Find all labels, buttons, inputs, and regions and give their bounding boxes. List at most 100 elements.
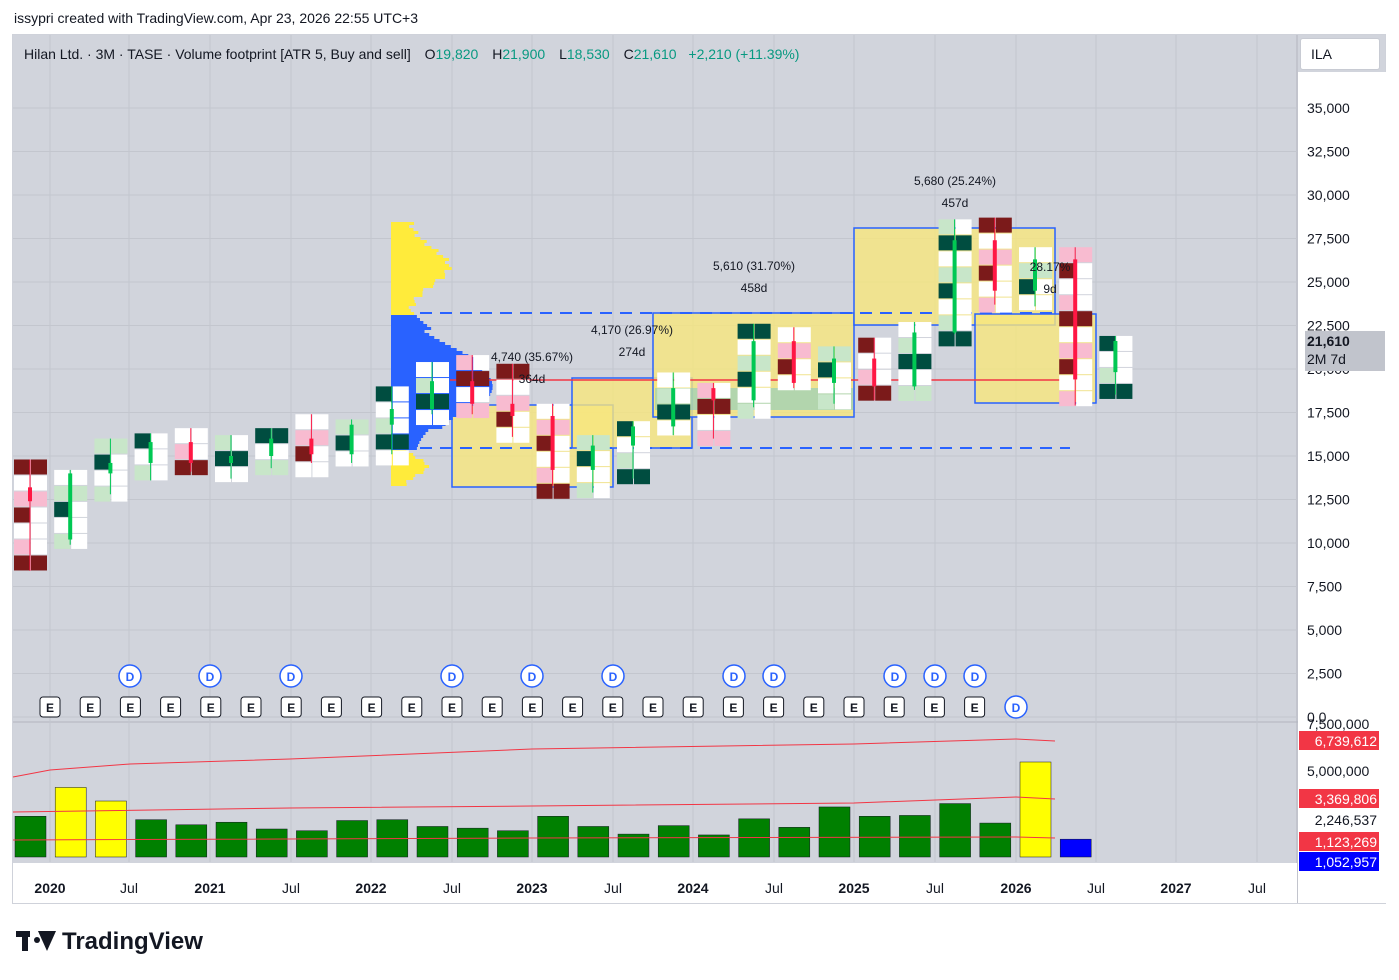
footprint-cell xyxy=(111,470,128,486)
footprint-cell xyxy=(938,299,955,315)
footprint-cell xyxy=(617,437,633,453)
footprint-cell xyxy=(496,411,513,427)
footprint-cell xyxy=(978,281,995,297)
earnings-marker-label: E xyxy=(46,701,54,715)
candle-body xyxy=(148,442,153,463)
footprint-cell xyxy=(232,435,248,451)
dividend-marker-icon xyxy=(762,664,786,688)
footprint-cell xyxy=(1076,327,1093,343)
footprint-cell xyxy=(875,369,892,385)
footprint-cell xyxy=(858,353,875,369)
footprint-cell xyxy=(232,451,248,467)
footprint-cell xyxy=(1116,351,1133,367)
footprint-cell xyxy=(938,283,955,299)
dividend-marker-icon xyxy=(198,664,222,688)
footprint-cell xyxy=(134,449,151,465)
legend-open-label: O xyxy=(424,46,436,62)
footprint-cell xyxy=(1116,383,1133,399)
footprint-cell xyxy=(835,362,851,378)
volume-profile-bar xyxy=(391,240,427,243)
earnings-marker-label: E xyxy=(408,701,416,715)
footprint-cell xyxy=(54,469,71,485)
footprint-cell xyxy=(496,427,513,443)
footprint-cell xyxy=(1036,295,1052,311)
currency-button[interactable]: ILA xyxy=(1300,38,1380,70)
volume-upper-band xyxy=(12,738,1056,778)
footprint-cell xyxy=(617,421,633,437)
dividend-marker-icon xyxy=(279,664,303,688)
footprint-cell xyxy=(312,462,329,478)
footprint-cell xyxy=(295,462,312,478)
footprint-cell xyxy=(1099,351,1116,367)
volume-value-label: 6,739,612 xyxy=(1315,733,1377,749)
candle-body xyxy=(590,445,595,470)
footprint-cell xyxy=(31,539,47,555)
time-tick-label: Jul xyxy=(282,880,300,896)
footprint-cell xyxy=(71,501,88,517)
time-tick-label: 2020 xyxy=(34,880,65,896)
footprint-cell xyxy=(416,362,432,378)
earnings-marker-label: E xyxy=(689,701,697,715)
volume-profile-bar xyxy=(391,360,480,363)
volume-value-label: 1,052,957 xyxy=(1315,854,1377,870)
footprint-cell xyxy=(737,355,754,371)
earnings-marker-icon xyxy=(39,696,61,718)
footprint-cell xyxy=(1076,311,1093,327)
time-tick-label: 2022 xyxy=(355,880,386,896)
earnings-marker-icon xyxy=(923,696,945,718)
tradingview-logo-icon xyxy=(16,931,56,953)
volume-profile-bar xyxy=(391,309,411,312)
candle-body xyxy=(229,456,233,463)
volume-profile-bar xyxy=(391,258,449,261)
footprint-cell xyxy=(433,362,449,378)
volume-profile-bar xyxy=(391,408,465,411)
volume-profile-bar xyxy=(391,336,435,339)
footprint-cell xyxy=(1059,311,1076,327)
footprint-cell xyxy=(898,370,915,386)
legend-close-value: 21,610 xyxy=(633,46,677,62)
volume-bar xyxy=(95,800,127,858)
footprint-cell xyxy=(898,338,915,354)
footprint-cell xyxy=(1116,367,1133,383)
footprint-cell xyxy=(232,467,248,483)
footprint-cell xyxy=(978,297,995,313)
footprint-cell xyxy=(94,486,111,502)
volume-profile-bar xyxy=(391,480,407,483)
footprint-cell xyxy=(714,430,731,446)
volume-bar xyxy=(497,830,529,858)
footprint-cell xyxy=(151,433,168,449)
footprint-cell xyxy=(94,454,111,470)
footprint-cell xyxy=(657,404,674,420)
dividend-marker-icon xyxy=(1004,695,1028,719)
footprint-cell xyxy=(593,435,610,451)
volume-mid-band xyxy=(12,796,1056,813)
volume-value-tag xyxy=(1299,789,1379,808)
footprint-cell xyxy=(617,469,633,485)
footprint-cell xyxy=(754,403,771,419)
legend-low-value: 18,530 xyxy=(566,46,610,62)
footprint-cell xyxy=(593,451,610,467)
footprint-cell xyxy=(634,469,650,485)
volume-bar xyxy=(818,806,851,858)
footprint-cell xyxy=(777,343,794,359)
footprint-cell xyxy=(151,449,168,465)
footprint-cell xyxy=(433,394,449,410)
earnings-marker-label: E xyxy=(207,701,215,715)
measure-label: 4,740 (35.67%) xyxy=(491,350,573,364)
footprint-cell xyxy=(54,533,71,549)
legend-change: +2,210 (+11.39%) xyxy=(688,46,800,62)
volume-bar xyxy=(617,833,650,858)
footprint-cell xyxy=(995,281,1012,297)
tradingview-brand[interactable]: TradingView xyxy=(16,928,203,956)
footprint-cell xyxy=(1076,343,1093,359)
volume-profile-bar xyxy=(391,288,424,291)
volume-scale-label: 7,500,000 xyxy=(1307,716,1369,732)
price-tick-label: 2,500 xyxy=(1307,666,1342,682)
earnings-marker-label: E xyxy=(528,701,536,715)
attribution-text: issypri created with TradingView.com, Ap… xyxy=(14,10,419,26)
time-tick-label: Jul xyxy=(1248,880,1266,896)
earnings-marker-icon xyxy=(320,696,342,718)
footprint-cell xyxy=(312,414,329,430)
volume-profile-bar xyxy=(391,225,410,228)
